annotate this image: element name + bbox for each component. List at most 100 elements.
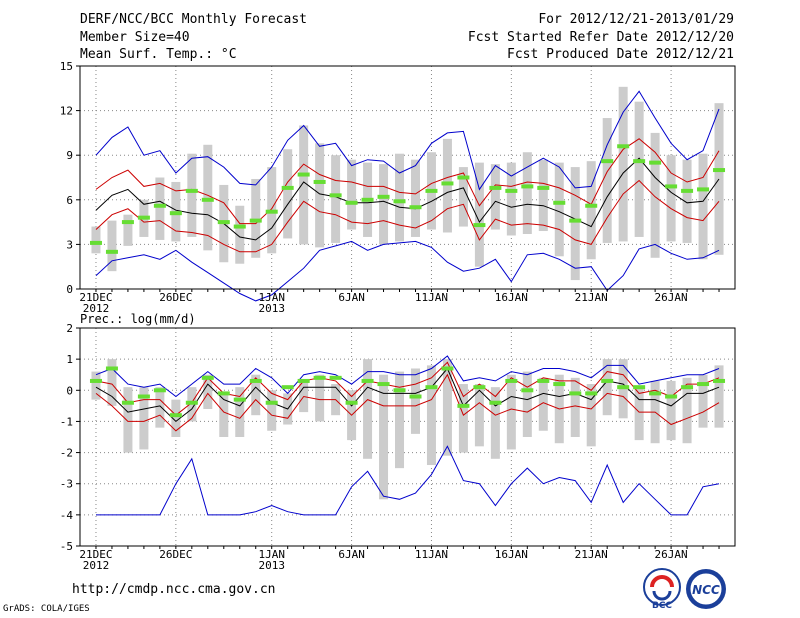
median-marker — [425, 385, 438, 390]
median-marker — [169, 211, 182, 216]
member-box — [714, 103, 724, 255]
median-marker — [297, 172, 310, 177]
y-tick-label: 0 — [66, 283, 73, 296]
x-tick-label: 26JAN — [655, 291, 688, 304]
produced-date-label: Fcst Produced Date 2012/12/21 — [507, 47, 734, 62]
median-marker — [537, 185, 550, 190]
median-marker — [89, 240, 102, 245]
x-tick-label: 1JAN — [258, 291, 285, 304]
median-marker — [425, 188, 438, 193]
member-box — [602, 359, 612, 416]
median-marker — [153, 388, 166, 393]
y-tick-label: -2 — [60, 447, 73, 460]
member-box — [363, 359, 373, 459]
median-marker — [441, 181, 454, 186]
median-marker — [633, 385, 646, 390]
member-box — [634, 101, 644, 237]
member-box — [442, 359, 452, 456]
median-marker — [681, 188, 694, 193]
median-marker — [121, 220, 134, 225]
median-marker — [553, 200, 566, 205]
member-box — [187, 153, 197, 237]
member-box — [395, 153, 405, 242]
member-box — [171, 399, 181, 437]
x-tick-label: 21DEC — [79, 548, 112, 561]
median-marker — [393, 388, 406, 393]
median-marker — [233, 397, 246, 402]
median-marker — [345, 200, 358, 205]
member-box — [458, 384, 468, 453]
x-tick-label: 11JAN — [415, 291, 448, 304]
precip-panel-title: Prec.: log(mm/d) — [80, 312, 196, 326]
member-box — [91, 226, 101, 254]
x-year-label: 2012 — [83, 559, 110, 572]
median-marker — [441, 366, 454, 371]
median-marker — [217, 220, 230, 225]
y-tick-label: -4 — [60, 509, 74, 522]
y-tick-label: 0 — [66, 384, 73, 397]
x-tick-label: 11JAN — [415, 548, 448, 561]
member-box — [235, 387, 245, 437]
series-max-line — [95, 355, 720, 398]
member-box — [538, 159, 548, 232]
source-url[interactable]: http://cmdp.ncc.cma.gov.cn — [72, 582, 276, 597]
member-box — [410, 368, 420, 434]
median-marker — [137, 215, 150, 220]
x-tick-label: 16JAN — [495, 291, 528, 304]
median-marker — [233, 224, 246, 229]
member-box — [506, 162, 516, 236]
y-tick-label: 6 — [66, 194, 73, 207]
x-tick-label: 21JAN — [575, 291, 608, 304]
chart-title: DERF/NCC/BCC Monthly Forecast — [80, 12, 307, 27]
median-marker — [409, 394, 422, 399]
median-marker — [713, 378, 726, 383]
median-marker — [681, 385, 694, 390]
member-box — [410, 159, 420, 237]
member-box — [602, 118, 612, 243]
member-box — [347, 159, 357, 230]
median-marker — [537, 378, 550, 383]
median-marker — [361, 197, 374, 202]
member-box — [618, 86, 628, 242]
series-mean-minus-sd-line — [95, 179, 720, 253]
started-refer-label: Fcst Started Refer Date 2012/12/20 — [467, 30, 734, 45]
median-marker — [265, 209, 278, 214]
x-tick-label: 16JAN — [495, 548, 528, 561]
member-box — [315, 374, 325, 422]
median-marker — [281, 385, 294, 390]
median-marker — [473, 385, 486, 390]
median-marker — [377, 382, 390, 387]
variable-label: Mean Surf. Temp.: °C — [80, 47, 237, 62]
median-marker — [633, 159, 646, 164]
forecast-range-label: For 2012/12/21-2013/01/29 — [538, 12, 734, 27]
member-box — [634, 387, 644, 441]
median-marker — [137, 394, 150, 399]
median-marker — [617, 144, 630, 149]
median-marker — [601, 378, 614, 383]
plot-frame — [79, 65, 736, 290]
x-year-label: 2013 — [258, 302, 285, 315]
member-box — [283, 149, 293, 239]
member-box — [490, 387, 500, 459]
member-box — [586, 161, 596, 260]
y-tick-label: 15 — [60, 60, 73, 73]
member-box — [522, 371, 532, 437]
x-tick-label: 6JAN — [338, 548, 365, 561]
bcc-logo: BCC — [643, 568, 681, 611]
ncc-logo: NCC — [686, 569, 726, 609]
member-box — [235, 205, 245, 264]
member-box — [666, 155, 676, 242]
median-marker — [617, 385, 630, 390]
member-box — [490, 164, 500, 230]
plot-frame — [79, 327, 736, 547]
x-tick-label: 21JAN — [575, 548, 608, 561]
median-marker — [185, 400, 198, 405]
series-min-line — [96, 445, 720, 516]
median-marker — [697, 382, 710, 387]
member-box — [698, 374, 708, 428]
series-member-high-line — [95, 90, 720, 191]
median-marker — [585, 203, 598, 208]
x-year-label: 2013 — [258, 559, 285, 572]
median-marker — [665, 184, 678, 189]
member-box — [538, 377, 548, 431]
